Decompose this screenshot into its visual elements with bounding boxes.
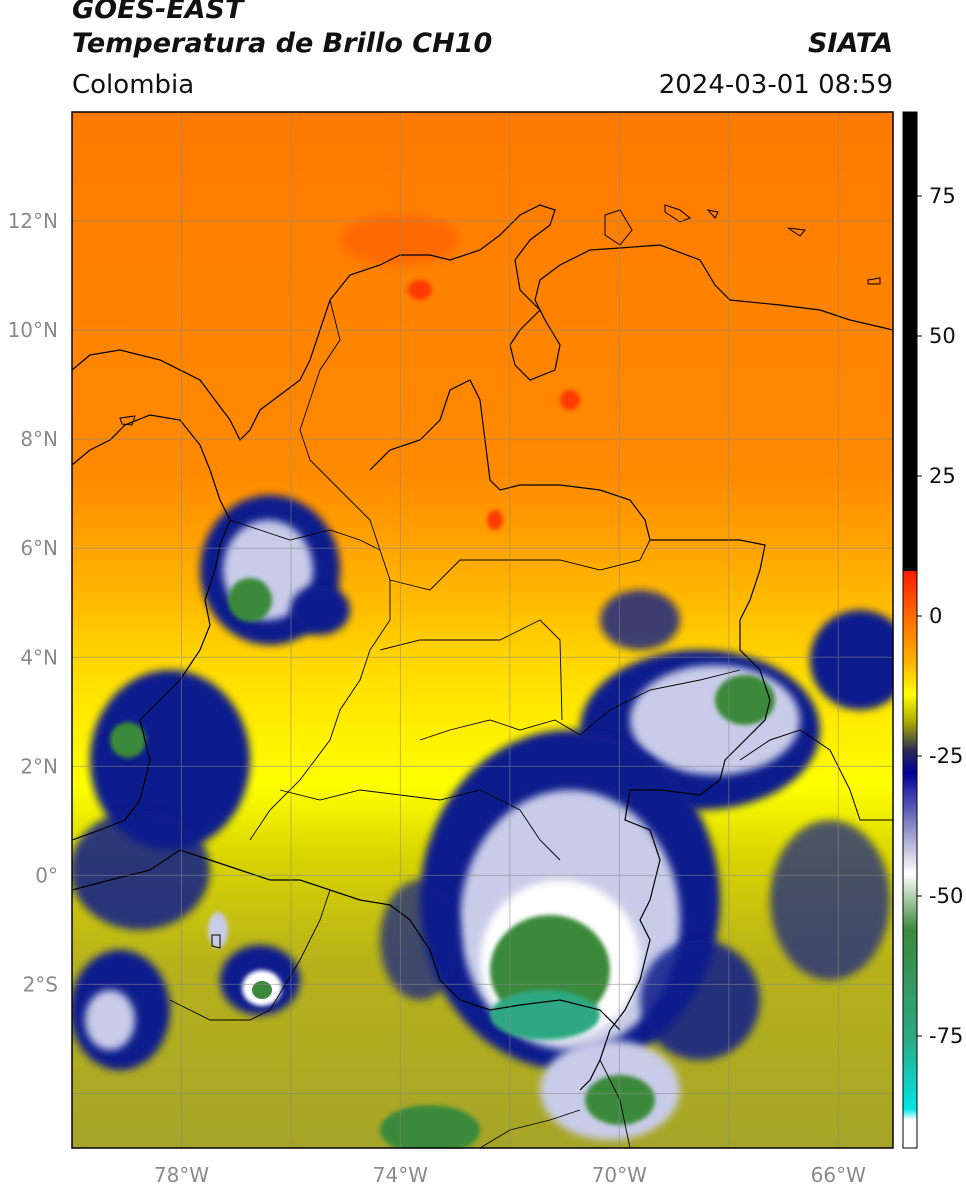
department-border — [479, 1109, 581, 1148]
latitude-tick-label: 2°N — [20, 754, 58, 778]
warm-spot — [560, 390, 580, 410]
latitude-tick-label: 8°N — [20, 427, 58, 451]
organization-label: SIATA — [807, 28, 893, 59]
colorbar-tick-label: 0 — [929, 604, 942, 628]
colorbar-tick-label: -50 — [929, 884, 963, 908]
department-border — [599, 1059, 631, 1148]
colorbar-frame — [902, 111, 918, 1149]
datetime-label: 2024-03-01 08:59 — [658, 70, 893, 100]
satellite-title: GOES-EAST — [72, 0, 244, 25]
colorbar-gradient — [903, 112, 917, 1148]
island-outline — [787, 227, 806, 237]
department-border — [229, 519, 381, 551]
longitude-tick-label: 74°W — [373, 1163, 428, 1187]
longitude-tick-labels: 78°W 74°W 70°W 66°W — [154, 1163, 866, 1187]
colorbar-tick-label: -25 — [929, 744, 963, 768]
island-outline — [211, 934, 221, 949]
island-outline — [867, 277, 881, 285]
national-border — [739, 729, 893, 821]
pacific-coastline — [72, 414, 231, 841]
national-border — [369, 379, 771, 1091]
region-label: Colombia — [72, 70, 195, 100]
colorbar: 75 50 25 0 -25 -50 -75 — [902, 111, 963, 1149]
product-title: Temperatura de Brillo CH10 — [72, 28, 493, 59]
department-border — [279, 789, 561, 861]
map-frame — [71, 111, 894, 1149]
longitude-tick-label: 66°W — [811, 1163, 866, 1187]
department-border — [419, 669, 741, 741]
coastlines-and-borders — [72, 204, 893, 1148]
island-outline — [119, 415, 136, 426]
brightness-temperature-field — [72, 112, 893, 1148]
department-border — [379, 619, 563, 721]
department-border — [169, 889, 331, 1021]
latitude-tick-labels: 12°N 10°N 8°N 6°N 4°N 2°N 0° 2°S — [8, 209, 58, 996]
latitude-tick-label: 10°N — [8, 318, 58, 342]
warm-spot — [408, 280, 432, 300]
department-border — [389, 539, 651, 591]
colorbar-tick-label: -75 — [929, 1024, 963, 1048]
longitude-tick-label: 78°W — [154, 1163, 209, 1187]
latitude-tick-label: 4°N — [20, 645, 58, 669]
latitude-tick-label: 0° — [35, 863, 58, 887]
latitude-tick-label: 6°N — [20, 536, 58, 560]
longitude-tick-label: 70°W — [592, 1163, 647, 1187]
warm-spot — [487, 510, 503, 530]
island-outline — [664, 204, 691, 223]
island-outline — [604, 209, 633, 246]
southern-border — [72, 849, 621, 1031]
latitude-tick-label: 12°N — [8, 209, 58, 233]
colorbar-tick-label: 50 — [929, 324, 956, 348]
colorbar-tick-label: 25 — [929, 464, 956, 488]
island-outline — [706, 209, 719, 219]
colorbar-tick-label: 75 — [929, 184, 956, 208]
graticule — [72, 112, 893, 1148]
latitude-tick-label: 2°S — [23, 972, 58, 996]
colorbar-ticks: 75 50 25 0 -25 -50 -75 — [917, 184, 963, 1048]
coastline — [72, 204, 893, 442]
